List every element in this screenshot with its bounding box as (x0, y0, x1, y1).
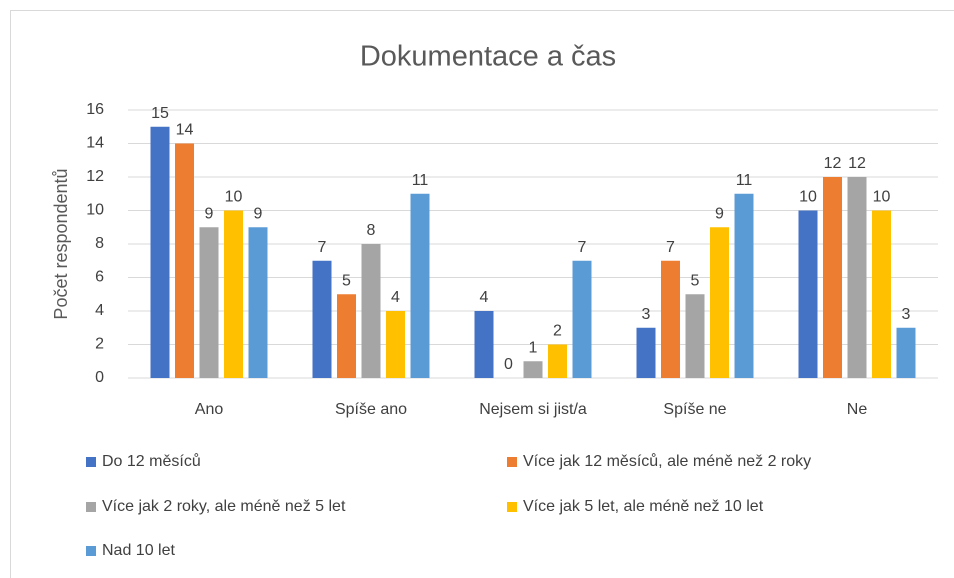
data-label: 4 (391, 289, 400, 306)
bar (312, 260, 332, 378)
data-label: 10 (799, 189, 817, 206)
bar (248, 227, 268, 378)
legend-swatch (86, 546, 96, 556)
legend-label: Více jak 5 let, ale méně než 10 let (523, 498, 764, 515)
data-label: 12 (824, 155, 842, 172)
data-label: 8 (367, 222, 376, 239)
y-tick-label: 4 (95, 302, 104, 319)
bar (847, 177, 867, 378)
data-label: 7 (318, 239, 327, 256)
data-label: 11 (736, 172, 753, 189)
bar (150, 126, 170, 378)
data-label: 4 (480, 289, 489, 306)
data-label: 12 (848, 155, 866, 172)
bar (636, 327, 656, 378)
data-label: 2 (553, 323, 562, 340)
data-label: 10 (225, 189, 243, 206)
x-tick-label: Ano (195, 401, 224, 418)
legend-swatch (507, 457, 517, 467)
data-label: 10 (873, 189, 891, 206)
x-tick-label: Spíše ne (663, 401, 726, 418)
x-tick-label: Nejsem si jist/a (479, 401, 587, 418)
data-label: 7 (578, 239, 587, 256)
bar (685, 294, 705, 378)
chart-title: Dokumentace a čas (360, 41, 616, 73)
legend-swatch (86, 502, 96, 512)
legend-swatch (507, 502, 517, 512)
y-tick-label: 0 (95, 369, 104, 386)
bar (175, 143, 194, 378)
data-label: 3 (902, 306, 911, 323)
y-tick-label: 14 (86, 135, 104, 152)
data-label: 3 (642, 306, 651, 323)
x-tick-label: Spíše ano (335, 401, 407, 418)
y-tick-label: 6 (95, 269, 104, 286)
x-tick-label: Ne (847, 401, 868, 418)
bar (523, 361, 543, 378)
y-tick-label: 10 (86, 202, 104, 219)
legend-swatch (86, 457, 96, 467)
data-label: 9 (205, 205, 214, 222)
data-label: 11 (412, 172, 429, 189)
data-label: 7 (666, 239, 675, 256)
bar (361, 244, 381, 378)
y-tick-label: 8 (95, 235, 104, 252)
bar (572, 260, 592, 378)
bar (224, 210, 243, 378)
bar (872, 210, 891, 378)
bar (199, 227, 219, 378)
bar (710, 227, 729, 378)
data-label: 5 (691, 272, 700, 289)
data-label: 5 (342, 272, 351, 289)
data-label: 15 (151, 105, 169, 122)
y-tick-label: 2 (95, 336, 104, 353)
bar (798, 210, 818, 378)
y-tick-label: 12 (86, 168, 104, 185)
bar (661, 260, 680, 378)
legend-label: Do 12 měsíců (102, 452, 201, 470)
legend-label: Nad 10 let (102, 542, 175, 559)
bar (896, 327, 916, 378)
bar (410, 193, 430, 378)
y-axis-label: Počet respondentů (51, 168, 71, 319)
data-label: 14 (176, 122, 194, 139)
legend-label: Více jak 12 měsíců, ale méně než 2 roky (523, 452, 811, 470)
bar (823, 177, 842, 378)
data-label: 9 (715, 205, 724, 222)
chart-border (10, 10, 954, 578)
data-label: 0 (504, 356, 513, 373)
bar (548, 344, 567, 378)
data-label: 9 (254, 205, 263, 222)
data-label: 1 (529, 339, 538, 356)
legend-label: Více jak 2 roky, ale méně než 5 let (102, 498, 346, 515)
bar (337, 294, 356, 378)
bar (386, 311, 405, 378)
y-tick-label: 16 (86, 101, 104, 118)
bar (474, 311, 494, 378)
bar (734, 193, 754, 378)
